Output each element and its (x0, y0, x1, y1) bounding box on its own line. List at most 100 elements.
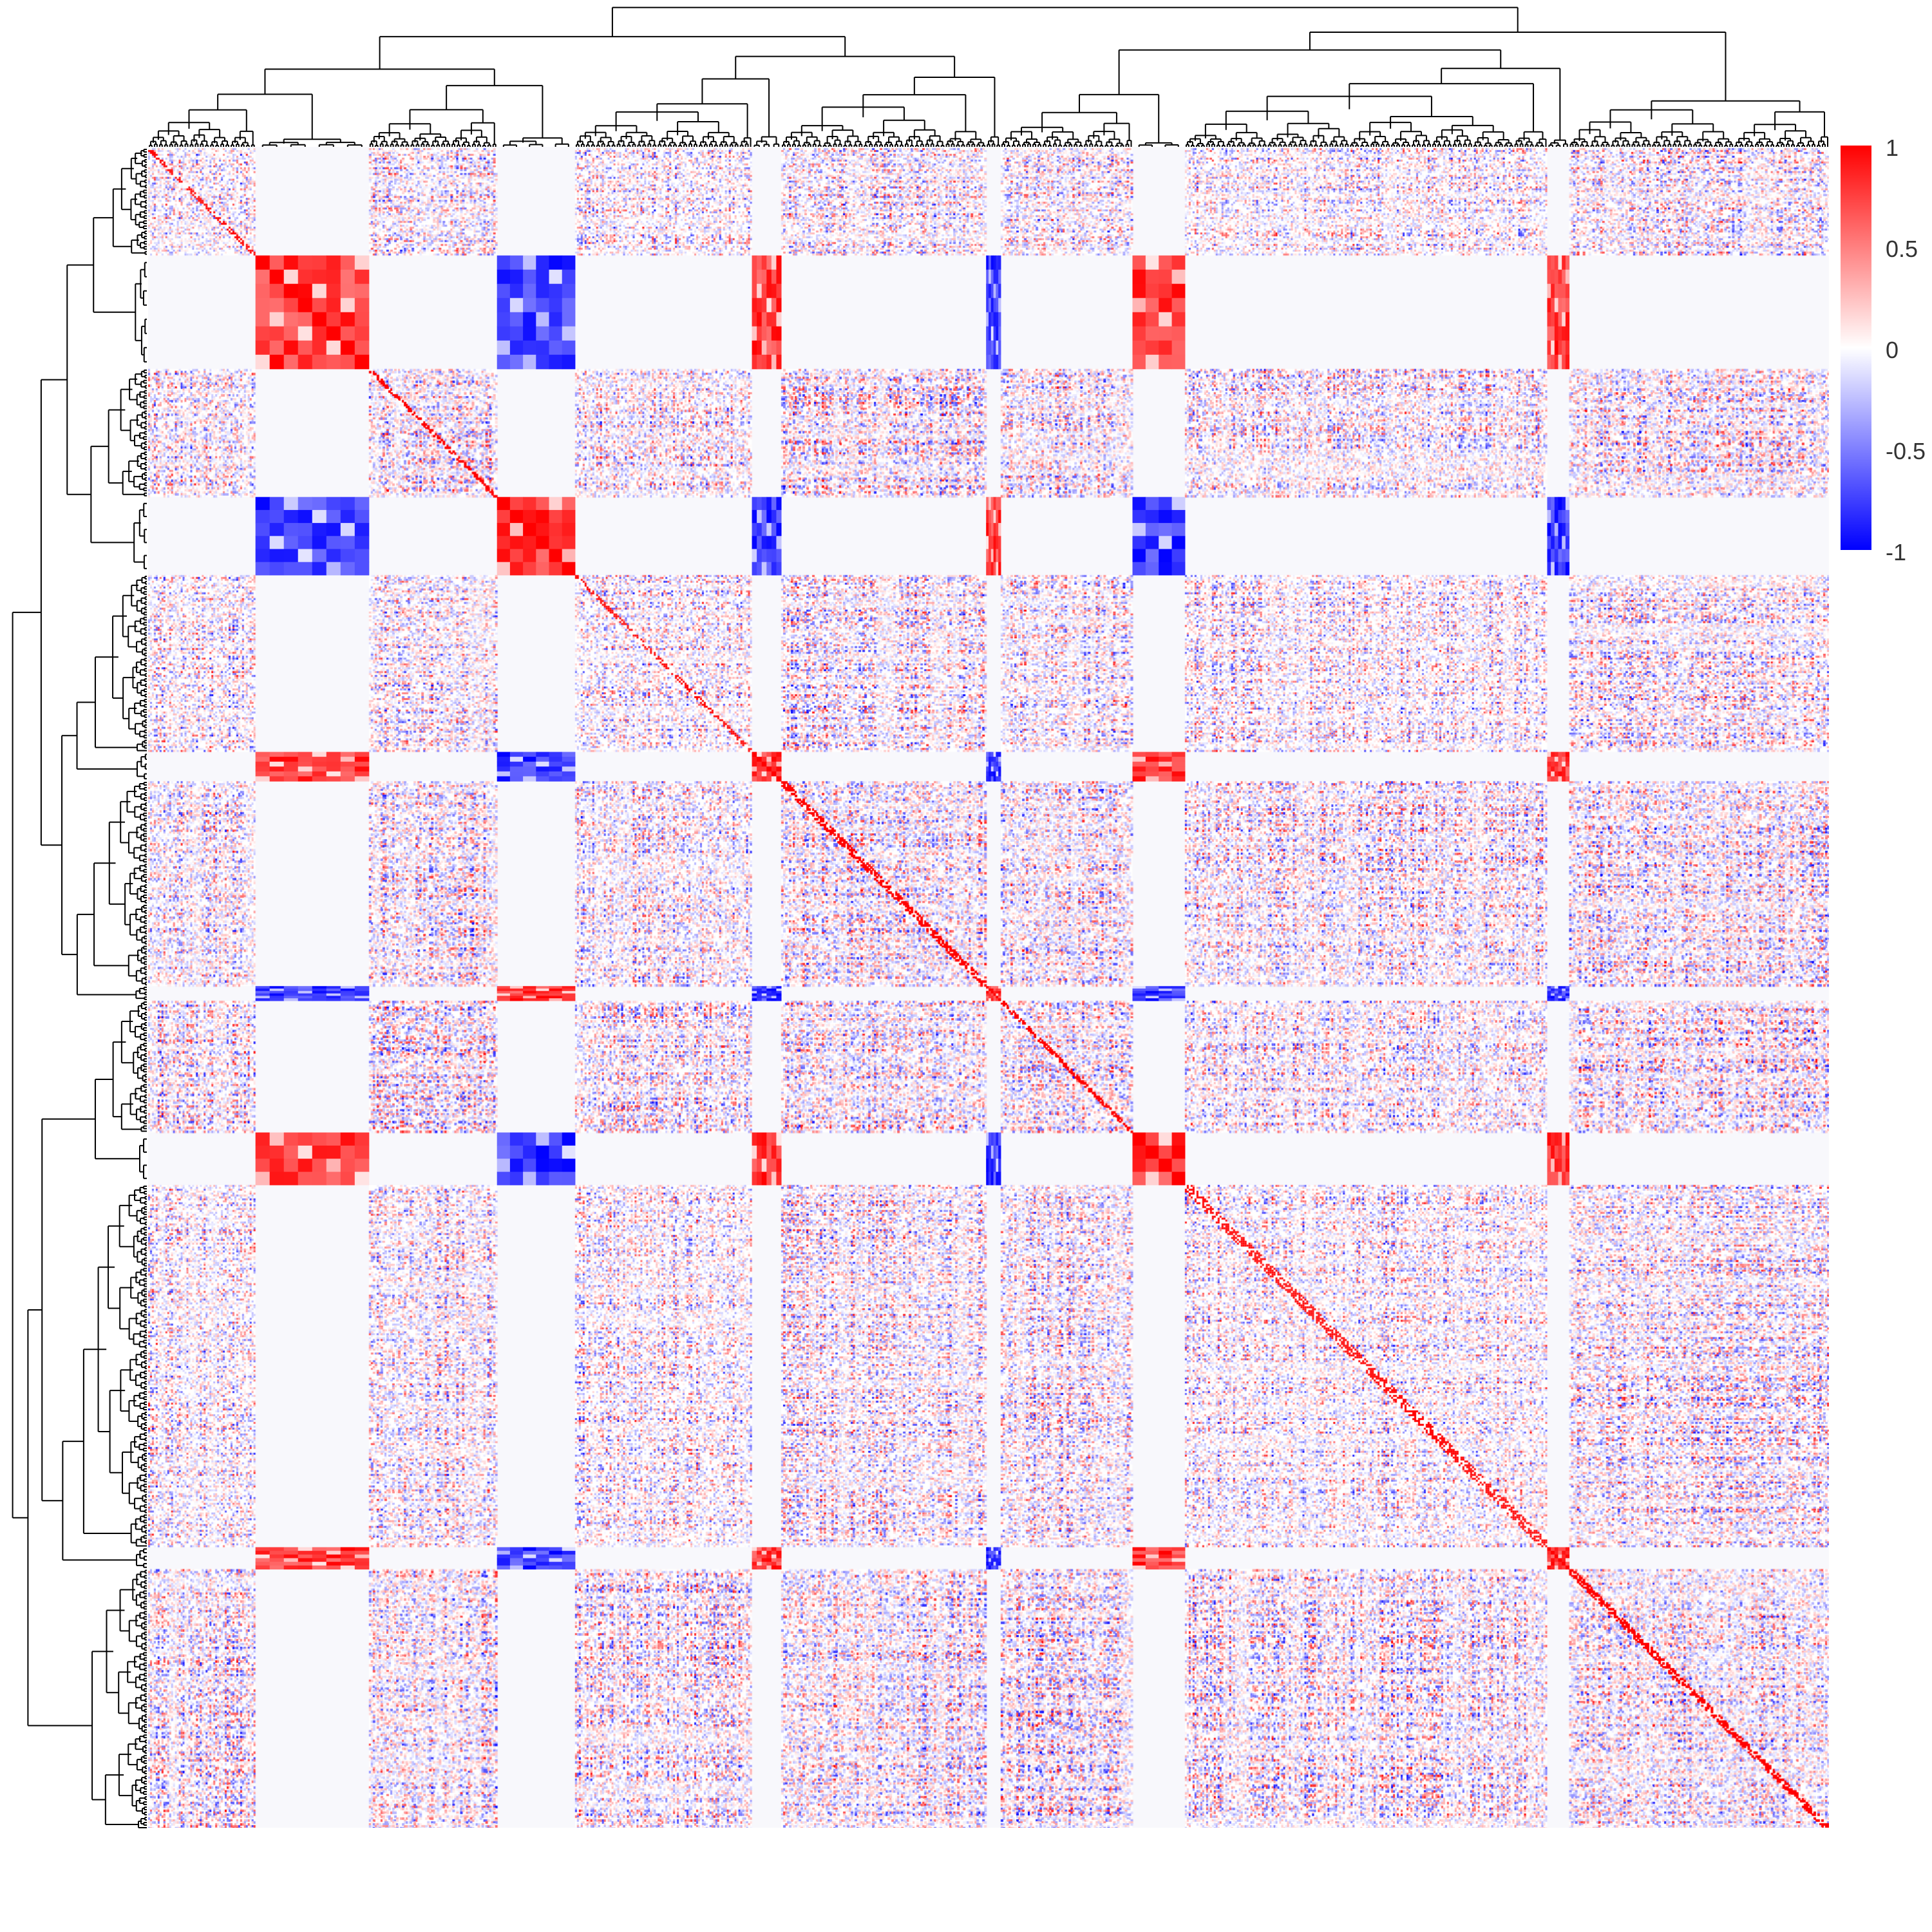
heatmap-cell (509, 1132, 524, 1146)
heatmap-cell (1565, 562, 1570, 576)
heatmap-cell (761, 996, 767, 999)
heatmap-cell (993, 989, 996, 992)
heatmap-cell (1565, 1558, 1570, 1562)
heatmap-cell (1171, 269, 1186, 285)
heatmap-cell (993, 1171, 996, 1186)
heatmap-cell (298, 757, 313, 762)
heatmap-cell (1558, 1171, 1562, 1186)
heatmap-cell (776, 990, 782, 994)
heatmap-cell (990, 996, 994, 999)
heatmap-cell (1565, 354, 1570, 370)
heatmap-cell (771, 283, 777, 299)
heatmap-cell (989, 1145, 992, 1159)
heatmap-cell (549, 1145, 563, 1159)
heatmap-cell (562, 771, 576, 777)
heatmap-cell (1551, 536, 1555, 550)
heatmap-cell (986, 989, 989, 992)
heatmap-cell (255, 771, 270, 777)
heatmap-cell (536, 1159, 550, 1173)
heatmap-cell (283, 1565, 299, 1570)
heatmap-cell (497, 990, 511, 994)
heatmap-cell (993, 766, 996, 772)
heatmap-cell (1145, 549, 1159, 563)
heatmap-cell (776, 1159, 782, 1173)
heatmap-cell (771, 562, 777, 576)
heatmap-cell (757, 776, 762, 782)
heatmap-cell (523, 993, 536, 996)
heatmap-cell (752, 993, 757, 996)
heatmap-cell (1565, 990, 1570, 994)
heatmap-cell (998, 1132, 1001, 1146)
heatmap-cell (993, 354, 996, 370)
heatmap-cell (757, 771, 762, 777)
heatmap-cell (986, 776, 989, 782)
heatmap-cell (1547, 269, 1551, 285)
heatmap-cell (1558, 989, 1562, 992)
heatmap-cell (993, 1558, 996, 1562)
heatmap-cell (298, 1554, 313, 1559)
heatmap-cell (1547, 771, 1551, 777)
heatmap-cell (255, 497, 270, 511)
heatmap-cell (312, 255, 327, 270)
heatmap-cell (998, 998, 1001, 1001)
heatmap-cell (509, 1551, 524, 1555)
heatmap-cell (766, 998, 772, 1001)
heatmap-cell (255, 989, 270, 992)
heatmap-cell (1565, 523, 1570, 536)
heatmap-cell (1547, 549, 1551, 563)
heatmap-cell (1159, 771, 1173, 777)
heatmap-cell (990, 993, 994, 996)
heatmap-cell (523, 354, 536, 370)
heatmap-cell (354, 354, 370, 370)
heatmap-cell (757, 752, 762, 757)
heatmap-cell (989, 1159, 992, 1173)
heatmap-cell (996, 757, 999, 762)
heatmap-cell (536, 1565, 550, 1570)
heatmap-cell (1565, 1565, 1570, 1570)
heatmap-cell (326, 298, 341, 313)
heatmap-cell (776, 1558, 782, 1562)
heatmap-cell (1558, 1132, 1562, 1146)
heatmap-cell (752, 766, 757, 772)
heatmap-cell (509, 996, 524, 999)
heatmap-cell (298, 255, 313, 270)
heatmap-cell (354, 776, 370, 782)
heatmap-cell (1565, 497, 1570, 511)
heatmap-cell (1159, 761, 1173, 767)
heatmap-cell (993, 1159, 996, 1173)
heatmap-cell (326, 269, 341, 285)
heatmap-cell (283, 1558, 299, 1562)
heatmap-cell (497, 761, 511, 767)
heatmap-cell (1145, 298, 1159, 313)
heatmap-cell (536, 752, 550, 757)
heatmap-cell (996, 1558, 999, 1562)
heatmap-cell (986, 1554, 989, 1559)
heatmap-cell (562, 766, 576, 772)
heatmap-cell (986, 766, 989, 772)
heatmap-cell (1132, 990, 1146, 994)
heatmap-cell (771, 1554, 777, 1559)
heatmap-cell (990, 998, 994, 1001)
heatmap-cell (562, 776, 576, 782)
heatmap-cell (1171, 761, 1186, 767)
heatmap-cell (1562, 1159, 1566, 1173)
heatmap-cell (757, 1547, 762, 1551)
heatmap-cell (497, 536, 511, 550)
heatmap-cell (536, 771, 550, 777)
heatmap-cell (1159, 269, 1173, 285)
heatmap-cell (523, 1554, 536, 1559)
heatmap-cell (752, 757, 757, 762)
heatmap-cell (1554, 1562, 1559, 1566)
heatmap-cell (757, 549, 762, 563)
heatmap-cell (340, 996, 355, 999)
heatmap-cell (562, 1554, 576, 1559)
heatmap-cell (752, 1145, 757, 1159)
heatmap-cell (1554, 1547, 1559, 1551)
heatmap-cell (340, 1562, 355, 1566)
heatmap-cell (989, 776, 992, 782)
heatmap-cell (1554, 354, 1559, 370)
heatmap-cell (1558, 1554, 1562, 1559)
heatmap-cell (1145, 986, 1159, 989)
heatmap-cell (255, 1551, 270, 1555)
heatmap-cell (549, 312, 563, 327)
